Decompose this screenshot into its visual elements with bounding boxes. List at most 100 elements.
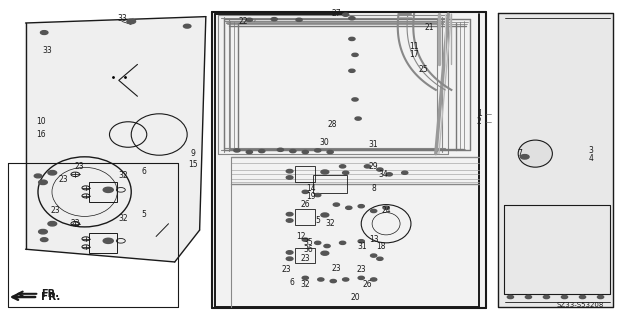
Circle shape bbox=[302, 190, 308, 194]
Circle shape bbox=[48, 171, 57, 175]
Circle shape bbox=[327, 150, 333, 154]
Bar bbox=[313, 175, 347, 193]
Text: 20: 20 bbox=[350, 292, 360, 301]
Text: 22: 22 bbox=[239, 17, 248, 26]
Circle shape bbox=[34, 174, 42, 178]
Text: 9: 9 bbox=[191, 149, 196, 158]
Text: 18: 18 bbox=[376, 242, 386, 251]
Circle shape bbox=[358, 276, 364, 279]
Circle shape bbox=[330, 279, 336, 283]
Circle shape bbox=[343, 13, 349, 16]
Circle shape bbox=[321, 213, 329, 217]
Circle shape bbox=[127, 19, 136, 24]
Text: 11: 11 bbox=[409, 42, 419, 52]
Circle shape bbox=[333, 203, 340, 206]
Circle shape bbox=[286, 212, 293, 216]
Text: 23: 23 bbox=[331, 264, 341, 273]
Text: 19: 19 bbox=[307, 192, 316, 201]
Text: 23: 23 bbox=[70, 219, 80, 228]
Text: 29: 29 bbox=[369, 162, 379, 171]
Text: 14: 14 bbox=[307, 184, 316, 193]
Text: 32: 32 bbox=[300, 280, 310, 289]
Bar bbox=[295, 248, 315, 263]
Circle shape bbox=[520, 155, 529, 159]
Ellipse shape bbox=[518, 140, 553, 167]
Circle shape bbox=[286, 257, 293, 260]
Circle shape bbox=[377, 168, 383, 171]
Text: 16: 16 bbox=[36, 130, 46, 139]
Circle shape bbox=[40, 238, 48, 242]
Circle shape bbox=[507, 295, 513, 299]
Bar bbox=[88, 233, 117, 253]
Circle shape bbox=[315, 241, 321, 244]
Circle shape bbox=[358, 240, 364, 243]
Circle shape bbox=[103, 187, 113, 192]
Text: 8: 8 bbox=[371, 184, 376, 193]
Circle shape bbox=[321, 170, 329, 174]
Text: 12: 12 bbox=[296, 232, 306, 241]
Text: 27: 27 bbox=[331, 9, 341, 18]
Text: 2: 2 bbox=[477, 117, 482, 126]
Circle shape bbox=[349, 69, 355, 72]
Circle shape bbox=[371, 278, 377, 281]
Text: 23: 23 bbox=[300, 254, 310, 263]
Circle shape bbox=[39, 229, 47, 234]
Circle shape bbox=[340, 241, 346, 244]
Circle shape bbox=[234, 149, 240, 152]
Circle shape bbox=[386, 173, 392, 176]
Text: 31: 31 bbox=[369, 140, 379, 148]
Text: 23: 23 bbox=[75, 162, 85, 171]
Circle shape bbox=[48, 221, 57, 226]
Circle shape bbox=[246, 18, 252, 21]
Circle shape bbox=[371, 209, 377, 212]
Text: 6: 6 bbox=[289, 278, 294, 287]
Circle shape bbox=[302, 150, 308, 154]
Circle shape bbox=[349, 17, 355, 20]
Circle shape bbox=[277, 148, 283, 151]
Circle shape bbox=[352, 53, 358, 56]
Bar bbox=[88, 182, 117, 202]
Circle shape bbox=[286, 219, 293, 222]
Circle shape bbox=[525, 295, 531, 299]
Text: 36: 36 bbox=[303, 245, 313, 254]
Text: SZ33-S53208: SZ33-S53208 bbox=[556, 301, 604, 308]
Circle shape bbox=[246, 150, 252, 154]
Polygon shape bbox=[498, 13, 613, 307]
Circle shape bbox=[302, 238, 308, 241]
Circle shape bbox=[364, 165, 371, 168]
Text: FR.: FR. bbox=[41, 289, 59, 299]
Circle shape bbox=[346, 206, 352, 209]
Circle shape bbox=[579, 295, 586, 299]
Text: 30: 30 bbox=[319, 138, 329, 147]
Text: 34: 34 bbox=[378, 170, 388, 179]
Text: 26: 26 bbox=[363, 280, 373, 289]
Text: 21: 21 bbox=[425, 23, 434, 32]
Text: 32: 32 bbox=[118, 214, 128, 223]
Text: 4: 4 bbox=[589, 154, 594, 163]
Circle shape bbox=[318, 278, 324, 281]
Circle shape bbox=[597, 295, 604, 299]
Circle shape bbox=[290, 149, 296, 153]
Circle shape bbox=[286, 170, 293, 173]
Text: 32: 32 bbox=[325, 219, 335, 228]
Circle shape bbox=[561, 295, 568, 299]
Text: 28: 28 bbox=[327, 120, 337, 130]
Circle shape bbox=[259, 149, 265, 153]
Text: 32: 32 bbox=[118, 172, 128, 180]
Circle shape bbox=[315, 194, 321, 197]
Text: 23: 23 bbox=[58, 175, 68, 184]
Circle shape bbox=[271, 18, 277, 21]
Circle shape bbox=[183, 24, 191, 28]
Circle shape bbox=[349, 37, 355, 41]
Circle shape bbox=[343, 278, 349, 281]
Polygon shape bbox=[215, 14, 482, 307]
Circle shape bbox=[340, 165, 346, 168]
Circle shape bbox=[315, 149, 321, 152]
Text: 15: 15 bbox=[189, 160, 198, 169]
Circle shape bbox=[39, 180, 47, 185]
Text: 24: 24 bbox=[381, 206, 391, 215]
Circle shape bbox=[343, 171, 349, 174]
Text: 31: 31 bbox=[358, 242, 368, 251]
Text: 5: 5 bbox=[315, 216, 320, 225]
Circle shape bbox=[302, 276, 308, 279]
